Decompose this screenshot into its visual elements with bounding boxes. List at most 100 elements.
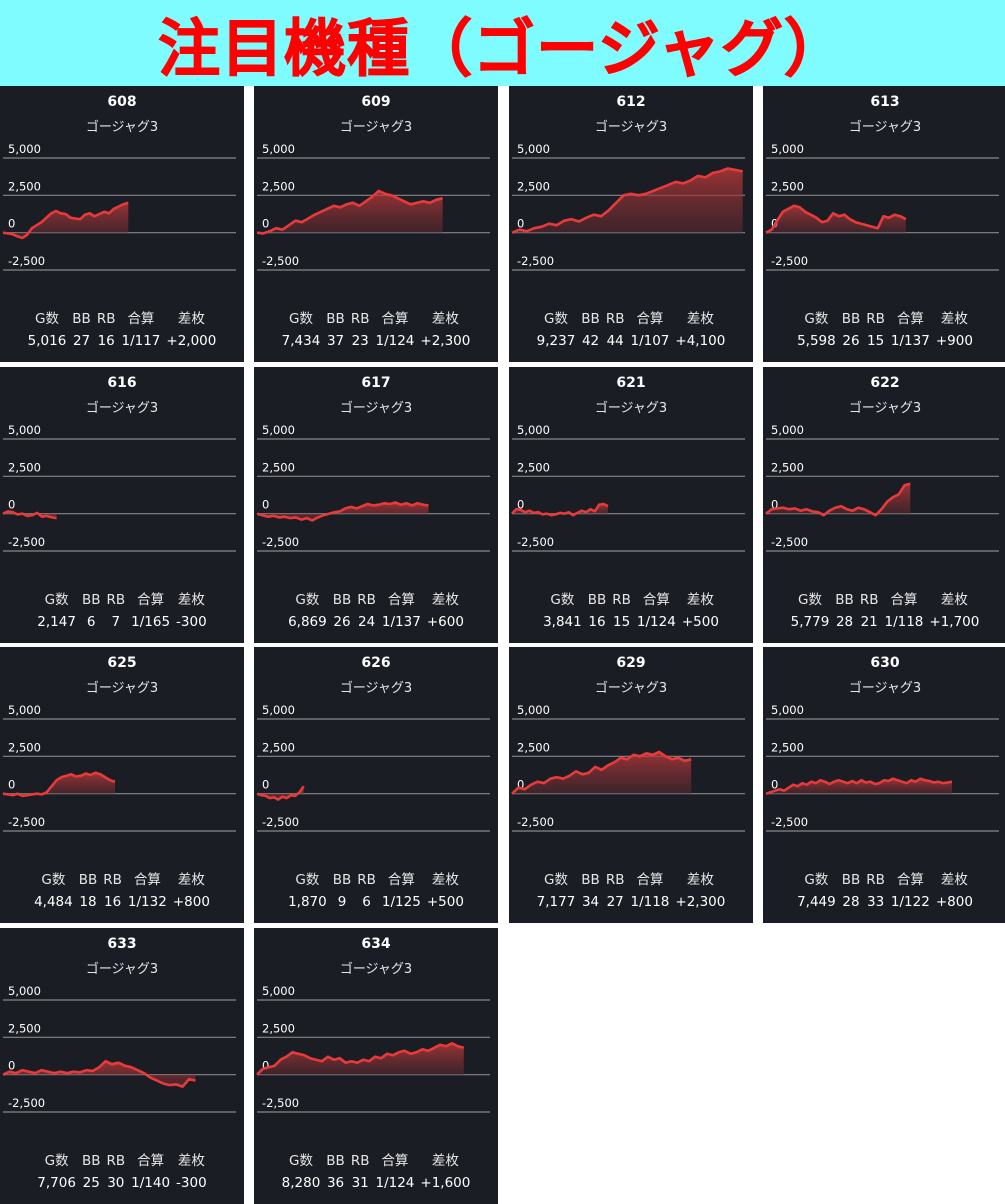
y-tick-label: -2,500: [771, 535, 808, 549]
y-tick-label: -2,500: [8, 535, 45, 549]
stat-header: BB: [326, 1153, 345, 1169]
stat-value: 6: [362, 894, 371, 910]
machine-model: ゴージャグ3: [339, 120, 413, 135]
series-line: [2, 510, 57, 520]
series-area: [3, 202, 129, 238]
stat-value: 5,016: [27, 333, 67, 349]
series-area: [3, 1061, 196, 1087]
stat-value: 28: [842, 894, 860, 910]
stat-value: 1/124: [375, 1175, 415, 1191]
y-tick-label: 2,500: [262, 460, 295, 474]
stat-value: 31: [351, 1175, 369, 1191]
y-tick-label: 5,000: [8, 984, 41, 998]
machine-card: 629 ゴージャグ3 5,000 2,500 0 -2,500 G数 7,177 BB 34 RB 2…: [509, 647, 753, 923]
machine-model: ゴージャグ3: [339, 401, 413, 416]
stat-header: 差枚: [686, 872, 714, 888]
stat-value: 44: [606, 333, 624, 349]
stat-value: 21: [860, 614, 878, 630]
y-tick-label: 2,500: [8, 740, 41, 754]
stat-combined-rate: 合算 1/124: [375, 1150, 414, 1194]
stat-value: 9,237: [536, 333, 576, 349]
stat-header: G数: [295, 592, 320, 608]
machine-card: 617 ゴージャグ3 5,000 2,500 0 -2,500 G数 6,869 BB 26 RB 2…: [254, 367, 498, 643]
stat-regular-bonus-count: RB 31: [351, 1150, 370, 1194]
y-tick-label: 2,500: [262, 179, 295, 193]
stat-header: 合算: [890, 592, 918, 608]
stat-header: BB: [78, 872, 98, 888]
stat-header: 差枚: [686, 592, 714, 608]
machine-number: 612: [616, 94, 646, 110]
stat-value: 34: [581, 894, 600, 910]
y-tick-label: 5,000: [771, 142, 804, 156]
y-tick-label: -2,500: [771, 254, 808, 268]
series-line: [256, 189, 443, 235]
difference-chart: 5,000 2,500 0 -2,500: [511, 423, 745, 552]
y-tick-label: 0: [262, 217, 269, 231]
stat-value: +1,700: [929, 614, 980, 630]
stats-table: G数 5,016 BB 27 RB 16 合算 1/117 差枚 +2,000: [0, 308, 244, 352]
stats-table: G数 8,280 BB 36 RB 31 合算 1/124 差枚 +1,600: [254, 1150, 498, 1194]
stats-table: G数 7,434 BB 37 RB 23 合算 1/124 差枚 +2,300: [254, 308, 498, 352]
y-tick-label: -2,500: [517, 254, 554, 268]
stat-value: 28: [835, 614, 854, 630]
stat-coin-difference: 差枚 +600: [427, 589, 464, 633]
stat-header: G数: [550, 592, 575, 608]
series-line: [511, 750, 692, 795]
y-tick-label: 0: [771, 778, 778, 792]
series-line: [256, 785, 305, 801]
machine-number: 609: [361, 94, 391, 110]
stat-big-bonus-count: BB 6: [82, 589, 101, 633]
difference-chart: 5,000 2,500 0 -2,500: [256, 142, 490, 271]
series-area: [512, 751, 692, 794]
stat-value: 1/124: [375, 333, 415, 349]
machine-card: 616 ゴージャグ3 5,000 2,500 0 -2,500 G数 2,147 BB 6 RB 7 合…: [0, 367, 244, 643]
stats-table: G数 1,870 BB 9 RB 6 合算 1/125 差枚 +500: [254, 869, 498, 913]
stat-games-played: G数 6,869: [288, 589, 327, 633]
stat-header: RB: [357, 592, 376, 608]
stat-games-played: G数 8,280: [282, 1150, 321, 1194]
stat-value: 4,484: [34, 894, 73, 910]
stat-header: BB: [581, 872, 600, 888]
stat-value: +2,300: [420, 333, 471, 349]
machine-card: 612 ゴージャグ3 5,000 2,500 0 -2,500 G数 9,237 BB 42 RB 4…: [509, 86, 753, 362]
stat-regular-bonus-count: RB 24: [357, 589, 376, 633]
stat-value: 26: [333, 614, 351, 630]
stat-regular-bonus-count: RB 15: [612, 589, 631, 633]
stat-value: 36: [326, 1175, 345, 1191]
y-tick-label: -2,500: [8, 254, 45, 268]
stat-value: -300: [176, 1175, 207, 1191]
machine-model: ゴージャグ3: [85, 962, 159, 977]
machine-model: ゴージャグ3: [594, 120, 668, 135]
stat-value: 5,779: [790, 614, 830, 630]
stat-value: 3,841: [543, 614, 582, 630]
stat-header: RB: [866, 311, 885, 327]
machine-model: ゴージャグ3: [85, 401, 159, 416]
machine-model: ゴージャグ3: [848, 120, 922, 135]
stat-big-bonus-count: BB 28: [835, 589, 854, 633]
stat-header: G数: [44, 1153, 69, 1169]
stat-big-bonus-count: BB 34: [581, 869, 600, 913]
stat-value: 1/132: [127, 894, 167, 910]
y-tick-label: 5,000: [8, 423, 41, 437]
machine-number: 625: [107, 655, 137, 671]
stat-big-bonus-count: BB 37: [326, 308, 345, 352]
stat-header: 差枚: [431, 311, 459, 327]
stats-table: G数 7,449 BB 28 RB 33 合算 1/122 差枚 +800: [763, 869, 1005, 913]
stat-header: G数: [804, 311, 829, 327]
stat-big-bonus-count: BB 9: [333, 869, 352, 913]
stat-value: 26: [842, 333, 860, 349]
stat-header: 合算: [636, 872, 664, 888]
stat-value: 24: [358, 614, 376, 630]
stat-value: 5,598: [797, 333, 836, 349]
machine-number: 617: [361, 375, 391, 391]
y-tick-label: 2,500: [8, 460, 41, 474]
stat-value: +500: [681, 614, 719, 630]
stat-header: RB: [612, 592, 631, 608]
stat-header: 合算: [896, 872, 924, 888]
y-tick-label: 5,000: [262, 703, 295, 717]
machine-card: 608 ゴージャグ3 5,000 2,500 0 -2,500 G数 5,016 BB 27 RB 1…: [0, 86, 244, 362]
stat-header: RB: [106, 592, 126, 608]
stat-value: 1/118: [630, 894, 670, 910]
machine-card: 609 ゴージャグ3 5,000 2,500 0 -2,500 G数 7,434 BB 37 RB 2…: [254, 86, 498, 362]
stat-header: BB: [841, 311, 861, 327]
